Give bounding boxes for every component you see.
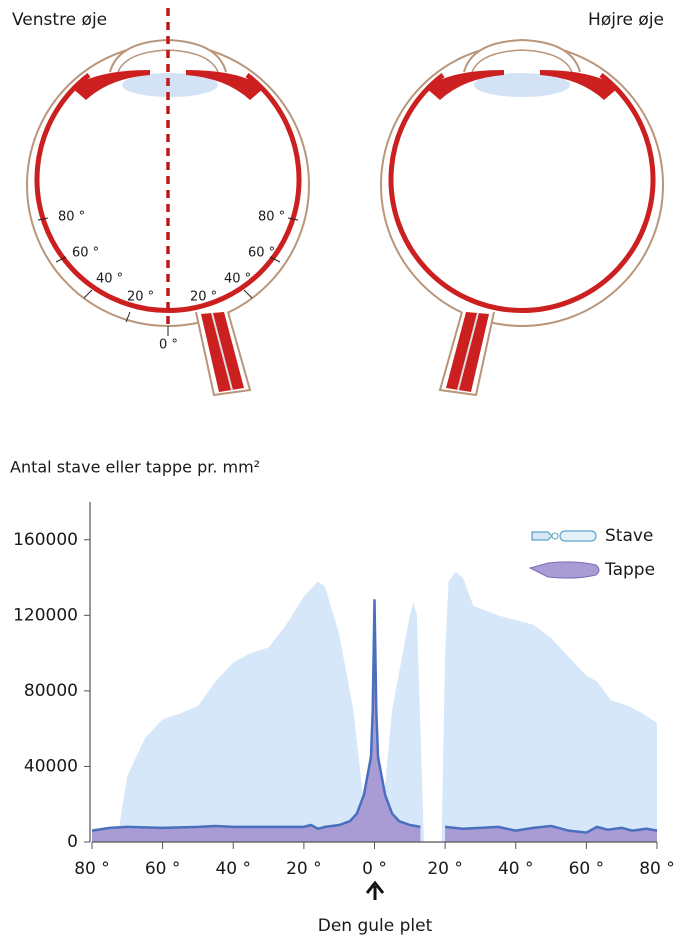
angle-label: 60 ° (248, 246, 275, 261)
optic-nerve-center (457, 312, 479, 391)
area (92, 600, 657, 842)
x-tick-label: 20 ° (427, 859, 463, 879)
lens (122, 73, 218, 97)
x-tick-label: 20 ° (286, 859, 322, 879)
y-tick-label: 120000 (13, 605, 78, 625)
angle-label: 60 ° (72, 246, 99, 261)
angle-tick (83, 289, 93, 299)
x-tick-label: 80 ° (74, 859, 110, 879)
eye-title: Højre øje (588, 10, 664, 30)
cornea (463, 38, 581, 73)
x-tick-label: 60 ° (145, 859, 181, 879)
angle-label: 0 ° (159, 338, 178, 353)
retina (34, 73, 302, 313)
y-tick-label: 40000 (24, 756, 78, 776)
retina (388, 73, 656, 313)
angle-tick (55, 256, 67, 263)
y-tick-label: 80000 (24, 681, 78, 701)
angle-tick (37, 217, 49, 221)
x-tick-label: 40 ° (498, 859, 534, 879)
angle-label: 40 ° (224, 272, 251, 287)
angle-label: 40 ° (96, 272, 123, 287)
right-eye: Højre øje (380, 10, 664, 397)
x-tick-label: 80 ° (639, 859, 675, 879)
cornea-inner (471, 49, 573, 73)
chart: Antal stave eller tappe pr. mm² Den gule… (10, 458, 675, 937)
ciliary-body (426, 70, 504, 100)
chart-title: Antal stave eller tappe pr. mm² (10, 458, 260, 477)
area-outline (91, 598, 658, 834)
angle-tick (125, 311, 131, 323)
legend-label: Stave (605, 526, 653, 546)
angle-tick (243, 289, 253, 299)
x-tick-label: 40 ° (215, 859, 251, 879)
y-tick-label: 0 (67, 832, 78, 852)
angle-label: 80 ° (258, 210, 285, 225)
left-eye: Venstre øje 80 ° 60 ° 40 ° 20 ° 80 ° 60 … (12, 8, 310, 397)
optic-nerve-center (211, 312, 233, 391)
angle-label: 80 ° (58, 210, 85, 225)
annotation: Den gule plet (318, 916, 433, 936)
y-tick-label: 160000 (13, 530, 78, 550)
plot-area (91, 571, 658, 842)
arrow (365, 880, 385, 900)
x-tick-label: 0 ° (362, 859, 387, 879)
x-tick-label: 60 ° (569, 859, 605, 879)
angle-tick (269, 256, 281, 263)
legend-icon (531, 530, 597, 542)
ciliary-body (72, 70, 150, 100)
legend-icon (528, 561, 600, 579)
legend-label: Tappe (604, 560, 655, 580)
angle-label: 20 ° (127, 290, 154, 305)
area (116, 571, 657, 842)
ciliary-body (540, 70, 618, 100)
angle-tick (287, 217, 299, 221)
angle-label: 20 ° (190, 290, 217, 305)
ciliary-body (186, 70, 264, 100)
lens (474, 73, 570, 97)
eye-title: Venstre øje (12, 10, 107, 30)
